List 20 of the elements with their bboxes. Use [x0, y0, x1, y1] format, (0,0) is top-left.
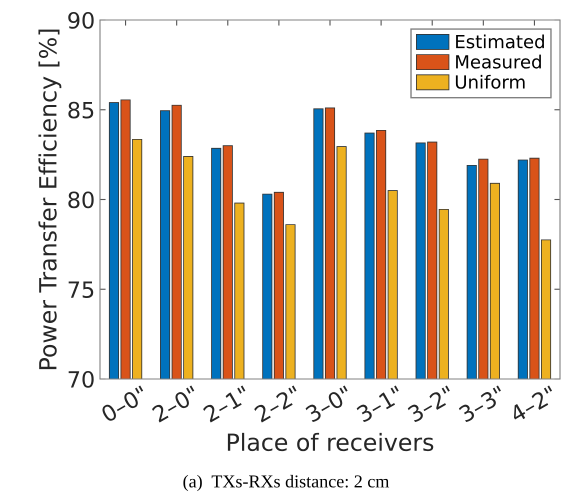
x-axis-title: Place of receivers [228, 432, 434, 452]
y-tick-label: 85 [68, 102, 94, 119]
text: (a) TXs-RXs distance: 2 cm [183, 474, 390, 492]
x-tick-label: 4–2" [508, 385, 558, 423]
x-tick-label: 0–0" [100, 385, 148, 423]
x-tick-label: 3–3" [458, 385, 506, 423]
x-tick-label: 2–1" [202, 385, 250, 422]
x-tick-label: 3–2" [407, 385, 456, 423]
legend-label: Uniform [456, 74, 525, 89]
x-tick-label: 3–1" [356, 385, 404, 423]
x-tick-label: 2–2" [254, 385, 302, 422]
y-tick-label: 75 [68, 281, 94, 298]
y-tick-label: 70 [68, 370, 94, 388]
legend-label: Estimated [456, 34, 544, 48]
x-tick-label: 3–0" [304, 385, 353, 423]
y-tick-label: 80 [68, 191, 94, 208]
y-axis-title: Power Transfer Efficiency [%] [38, 30, 62, 370]
y-tick-label: 90 [68, 12, 94, 29]
x-tick-label: 2–0" [151, 385, 200, 423]
legend-label: Measured [456, 54, 541, 69]
